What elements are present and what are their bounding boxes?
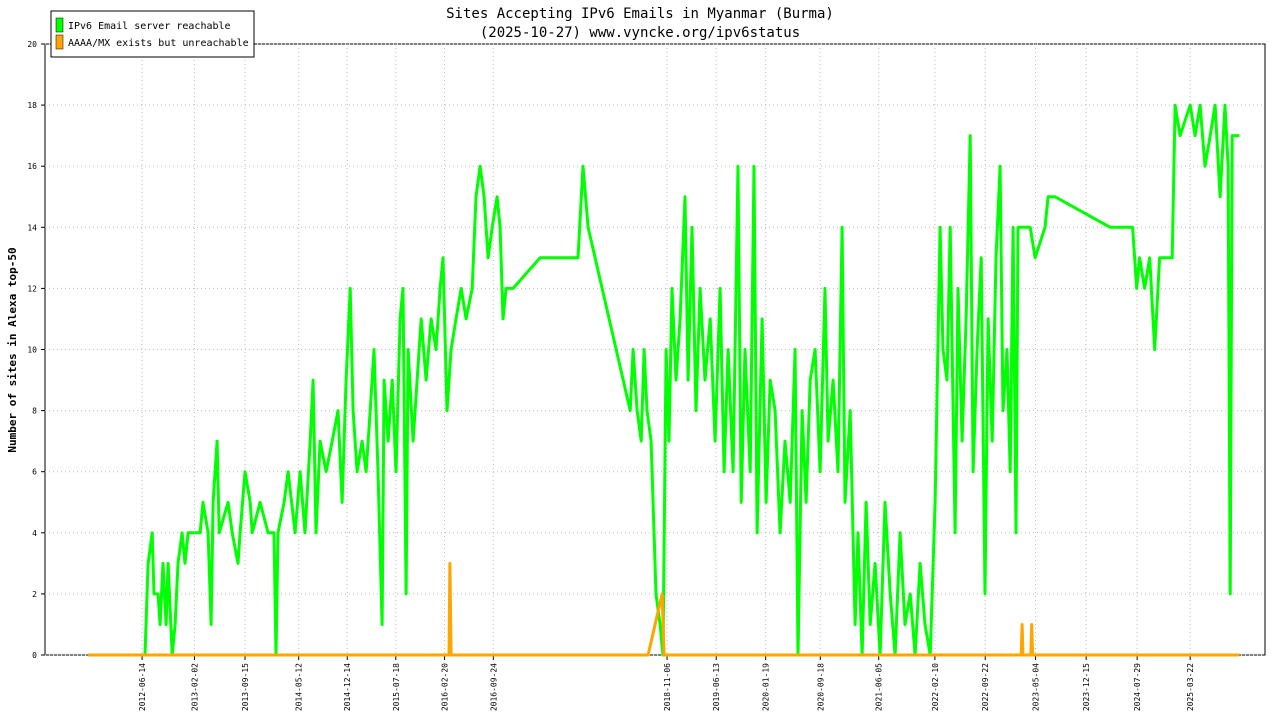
legend-swatch xyxy=(55,17,64,33)
y-tick-label: 20 xyxy=(27,40,37,49)
x-tick-label: 2014-05-12 xyxy=(295,663,304,711)
x-tick-label: 2024-07-29 xyxy=(1133,663,1142,711)
x-tick-label: 2013-09-15 xyxy=(241,663,250,711)
x-tick-label: 2025-03-22 xyxy=(1186,663,1195,711)
x-tick-label: 2021-06-05 xyxy=(875,663,884,711)
x-tick-label: 2014-12-14 xyxy=(343,663,352,711)
x-tick-label: 2023-05-04 xyxy=(1032,663,1041,711)
series-line xyxy=(143,103,1240,657)
y-tick-label: 18 xyxy=(27,101,37,110)
chart-title: Sites Accepting IPv6 Emails in Myanmar (… xyxy=(446,6,834,22)
y-axis-label: Number of sites in Alexa top-50 xyxy=(6,247,19,452)
y-tick-label: 0 xyxy=(32,651,37,660)
x-tick-label: 2022-02-10 xyxy=(931,663,940,711)
x-tick-label: 2020-09-18 xyxy=(816,663,825,711)
chart-subtitle: (2025-10-27) www.vyncke.org/ipv6status xyxy=(480,25,800,41)
y-tick-label: 2 xyxy=(32,590,37,599)
legend-box xyxy=(50,10,255,58)
x-tick-label: 2012-06-14 xyxy=(138,663,147,711)
y-tick-label: 6 xyxy=(32,468,37,477)
y-tick-label: 4 xyxy=(32,529,37,538)
y-tick-label: 14 xyxy=(27,223,37,232)
series-line xyxy=(88,561,1240,657)
x-tick-label: 2013-02-02 xyxy=(190,663,199,711)
y-tick-label: 10 xyxy=(27,346,37,355)
legend-swatch xyxy=(55,34,64,50)
x-tick-label: 2023-12-15 xyxy=(1082,663,1091,711)
y-tick-label: 16 xyxy=(27,162,37,171)
y-tick-label: 12 xyxy=(27,284,37,293)
x-tick-label: 2015-07-18 xyxy=(392,663,401,711)
x-tick-label: 2019-06-13 xyxy=(712,663,721,711)
x-tick-label: 2016-02-20 xyxy=(441,663,450,711)
legend-label: AAAA/MX exists but unreachable xyxy=(68,38,249,49)
x-tick-label: 2016-09-24 xyxy=(489,663,498,711)
x-tick-label: 2018-11-06 xyxy=(663,663,672,711)
legend-label: IPv6 Email server reachable xyxy=(68,21,231,32)
y-tick-label: 8 xyxy=(32,407,37,416)
x-tick-label: 2022-09-22 xyxy=(981,663,990,711)
x-tick-label: 2020-01-19 xyxy=(762,663,771,711)
